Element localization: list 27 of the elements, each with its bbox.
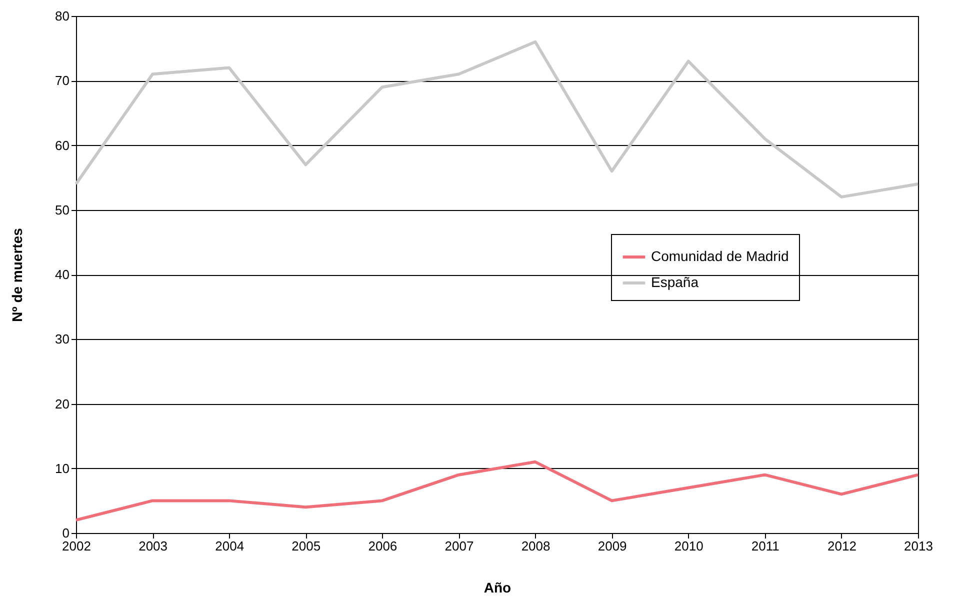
x-tick-label: 2013 bbox=[904, 538, 933, 554]
y-tick-label: 70 bbox=[55, 73, 70, 88]
x-tick-label: 2002 bbox=[62, 538, 91, 554]
x-tick-label: 2011 bbox=[751, 538, 780, 554]
y-tick-label: 80 bbox=[55, 8, 70, 24]
x-tick-label: 2006 bbox=[368, 538, 398, 554]
y-tick-label: 60 bbox=[55, 138, 70, 153]
y-axis-title: Nº de muertes bbox=[9, 228, 26, 322]
x-axis-title: Año bbox=[484, 580, 512, 596]
y-tick-label: 20 bbox=[55, 396, 70, 412]
y-tick-label: 50 bbox=[55, 202, 70, 218]
line-series bbox=[74, 460, 920, 522]
y-tick-label: 30 bbox=[55, 332, 70, 347]
y-tick-label: 10 bbox=[55, 460, 70, 476]
x-tick-label: 2004 bbox=[215, 538, 244, 554]
x-tick-label: 2007 bbox=[444, 538, 474, 554]
legend-label: Comunidad de Madrid bbox=[651, 248, 789, 264]
x-tick-label: 2008 bbox=[521, 538, 550, 554]
y-tick-label: 40 bbox=[55, 267, 70, 282]
line-series bbox=[74, 40, 920, 198]
y-tick-label: 0 bbox=[62, 526, 70, 540]
x-tick-label: 2010 bbox=[674, 538, 704, 554]
x-tick-label: 2012 bbox=[827, 538, 856, 554]
x-tick-label: 2005 bbox=[292, 538, 321, 554]
x-tick-label: 2009 bbox=[598, 538, 627, 554]
legend-label: España bbox=[651, 274, 699, 290]
x-tick-label: 2003 bbox=[138, 538, 168, 554]
